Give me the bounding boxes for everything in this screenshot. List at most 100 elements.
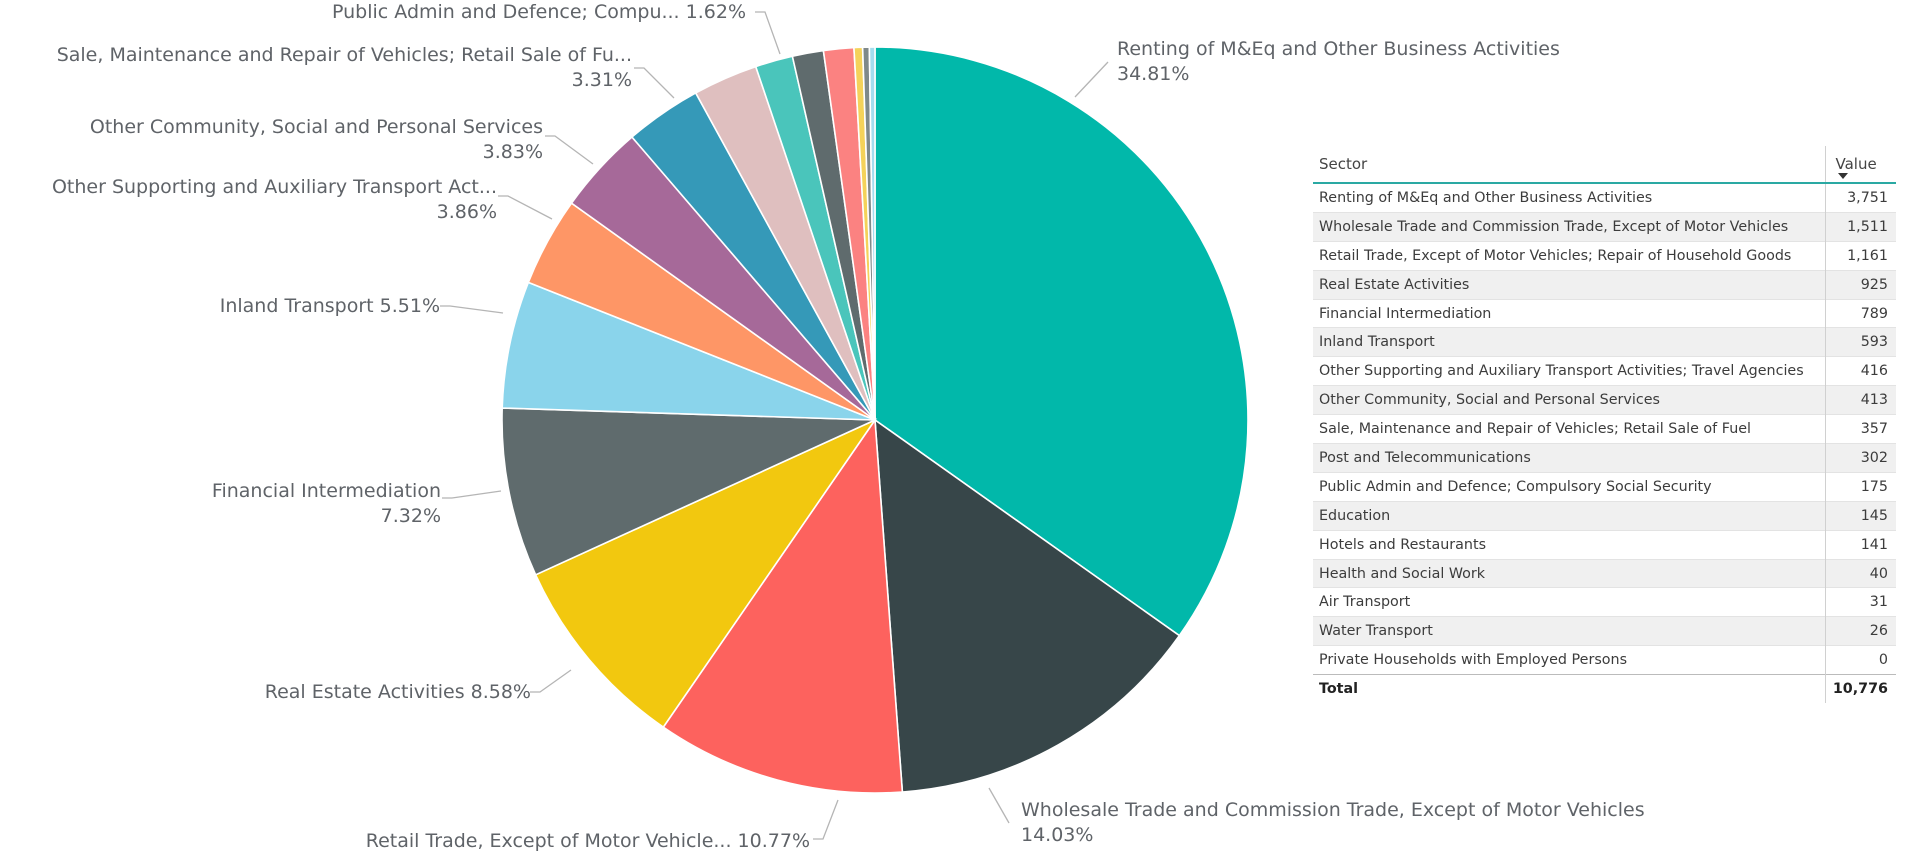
leader-line [1074,61,1109,98]
value-cell: 925 [1824,270,1896,300]
table-row: Public Admin and Defence; Compulsory Soc… [1313,472,1896,502]
sector-cell: Sale, Maintenance and Repair of Vehicles… [1319,421,1752,438]
pie-slices [501,46,1249,794]
sector-cell: Real Estate Activities [1319,276,1470,293]
sector-cell: Financial Intermediation [1319,305,1492,322]
value-cell: 141 [1824,530,1896,560]
table-row: Renting of M&Eq and Other Business Activ… [1313,183,1896,213]
value-cell: 145 [1824,501,1896,531]
value-cell: 413 [1824,385,1896,415]
leader-line [813,799,839,840]
pie-slice[interactable] [874,418,1181,793]
value-cell: 1,511 [1824,212,1896,242]
value-cell: 26 [1824,616,1896,646]
sector-cell: Health and Social Work [1319,565,1486,582]
column-header-value-label: Value [1835,155,1877,173]
value-cell: 357 [1824,414,1896,444]
table-row: Private Households with Employed Persons… [1313,645,1896,675]
pie-slice[interactable] [534,418,878,729]
leader-line [442,490,502,499]
pie-label-name: Financial Intermediation [212,480,441,502]
table-row: Sale, Maintenance and Repair of Vehicles… [1313,414,1896,444]
table-row: Financial Intermediation 789 [1313,299,1896,328]
table-row: Inland Transport 593 [1313,327,1896,357]
pie-slice[interactable] [662,417,904,794]
pie-label: Other Community, Social and Personal Ser… [90,116,543,163]
pie-label: Sale, Maintenance and Repair of Vehicles… [57,44,632,91]
pie-label-name: Wholesale Trade and Commission Trade, Ex… [1021,799,1645,821]
pie-label: Financial Intermediation 7.32% [212,480,441,527]
total-label: Total [1313,674,1825,704]
pie-slice[interactable] [501,407,876,576]
table-row: Health and Social Work 40 [1313,559,1896,588]
sector-cell: Hotels and Restaurants [1319,536,1487,553]
pie-label-name: Sale, Maintenance and Repair of Vehicles… [57,44,632,66]
pie-slice[interactable] [501,281,876,421]
value-cell: 0 [1824,645,1896,675]
sector-cell: Water Transport [1319,623,1433,640]
leader-line [634,67,675,99]
sector-cell: Wholesale Trade and Commission Trade, Ex… [1319,218,1789,235]
pie-label-percent: 34.81% [1117,63,1189,85]
sector-cell: Retail Trade, Except of Motor Vehicles; … [1319,247,1792,264]
pie-label: Public Admin and Defence; Compu... 1.62% [332,1,746,23]
leader-line [545,135,594,165]
sector-cell: Renting of M&Eq and Other Business Activ… [1319,189,1653,206]
value-cell: 31 [1824,587,1896,617]
leader-line [530,669,572,693]
sector-cell: Inland Transport [1319,334,1435,351]
sector-cell: Other Supporting and Auxiliary Transport… [1319,363,1804,380]
table-row: Post and Telecommunications 302 [1313,443,1896,473]
value-cell: 302 [1824,443,1896,473]
leader-line [988,787,1010,824]
value-cell: 789 [1824,299,1896,328]
value-cell: 40 [1824,559,1896,588]
column-header-value[interactable]: Value [1824,146,1896,183]
pie-leader-lines [440,11,1109,840]
value-cell: 1,161 [1824,241,1896,271]
table-row: Hotels and Restaurants 141 [1313,530,1896,560]
leader-line [755,11,781,55]
table-total-row: Total 10,776 [1313,674,1896,704]
leader-line [440,305,504,314]
pie-label: Real Estate Activities 8.58% [265,681,531,703]
value-cell: 416 [1824,356,1896,386]
table-row: Real Estate Activities 925 [1313,270,1896,300]
total-value: 10,776 [1824,674,1896,704]
sector-cell: Air Transport [1319,594,1411,611]
pie-label: Other Supporting and Auxiliary Transport… [52,176,497,223]
table-row: Wholesale Trade and Commission Trade, Ex… [1313,212,1896,242]
pie-label-name: Other Supporting and Auxiliary Transport… [52,176,497,198]
pie-labels: Renting of M&Eq and Other Business Activ… [52,1,1645,852]
sector-cell: Private Households with Employed Persons [1319,652,1628,669]
sector-cell: Post and Telecommunications [1319,449,1531,466]
table-row: Other Community, Social and Personal Ser… [1313,385,1896,415]
pie-label-percent: 7.32% [381,505,441,527]
leader-line [498,195,553,220]
table-row: Other Supporting and Auxiliary Transport… [1313,356,1896,386]
sector-cell: Other Community, Social and Personal Ser… [1319,392,1660,409]
pie-label: Renting of M&Eq and Other Business Activ… [1117,38,1560,85]
pie-label: Wholesale Trade and Commission Trade, Ex… [1021,799,1645,846]
pie-label-name: Renting of M&Eq and Other Business Activ… [1117,38,1560,60]
pie-label: Inland Transport 5.51% [220,295,440,317]
table-row: Retail Trade, Except of Motor Vehicles; … [1313,241,1896,271]
pie-label-name: Other Community, Social and Personal Ser… [90,116,543,138]
table-row: Education 145 [1313,501,1896,531]
pie-label-percent: 3.86% [437,201,497,223]
sector-cell: Public Admin and Defence; Compulsory Soc… [1319,478,1712,495]
value-cell: 3,751 [1824,183,1896,213]
pie-label-percent: 3.83% [483,141,543,163]
sort-descending-icon[interactable] [1837,173,1848,179]
pie-slice[interactable] [874,46,1249,637]
value-cell: 593 [1824,327,1896,357]
sector-cell: Education [1319,507,1391,524]
pie-label-percent: 14.03% [1021,824,1093,846]
table-row: Air Transport 31 [1313,587,1896,617]
column-header-sector[interactable]: Sector [1319,155,1368,173]
pie-slice[interactable] [868,46,876,421]
pie-label-percent: 3.31% [572,69,632,91]
pie-label: Retail Trade, Except of Motor Vehicle...… [366,830,810,852]
value-cell: 175 [1824,472,1896,502]
